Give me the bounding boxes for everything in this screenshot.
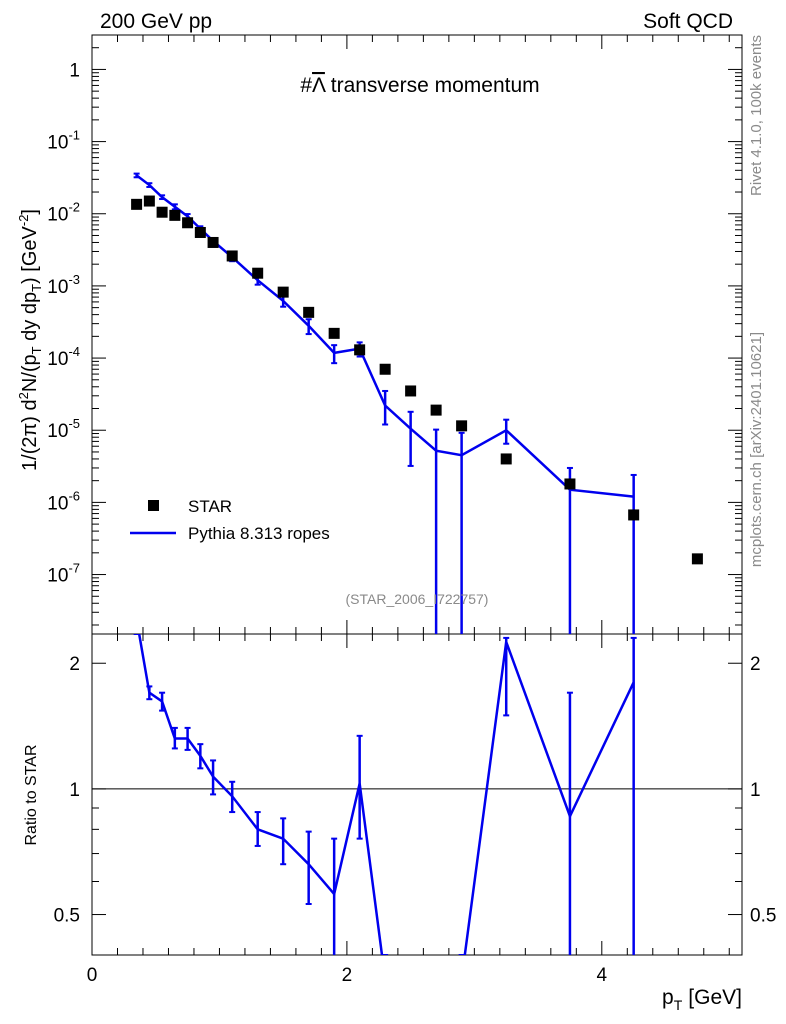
star-point <box>143 195 155 207</box>
y-tick-label: 10-5 <box>47 416 80 442</box>
y-tick-exponent: -4 <box>68 344 80 359</box>
ylabel-part-8: ) [GeV <box>19 225 41 283</box>
y-tick-label: 10-3 <box>47 272 80 298</box>
plot-title: #Λ transverse momentum <box>300 74 539 97</box>
legend-star-marker <box>148 500 159 511</box>
star-point <box>456 420 468 432</box>
y-tick-exponent: -7 <box>68 561 80 576</box>
star-point <box>354 344 366 356</box>
header-left: 200 GeV pp <box>100 10 212 33</box>
y-tick-base: 10 <box>47 421 68 442</box>
rivet-version: Rivet 4.1.0, 100k events <box>748 35 765 196</box>
y-tick-label: 10-7 <box>47 561 80 587</box>
y-tick-label: 1 <box>69 60 80 81</box>
star-point <box>564 478 576 490</box>
ratio-tick-label-right-0.5: 0.5 <box>750 906 776 927</box>
y-tick-exponent: -2 <box>68 200 80 215</box>
ylabel-part-1: π <box>19 423 41 437</box>
ratio-tick-label-2: 2 <box>69 654 80 675</box>
y-tick-labels: 110-110-210-310-410-510-610-7 <box>47 60 80 586</box>
y-axis-label: 1/(2π) d2N/(pT dy dpT) [GeV-2] <box>16 209 44 471</box>
x-tick-label-0: 0 <box>87 965 98 986</box>
star-point <box>207 236 219 248</box>
ylabel-part-5: T <box>29 346 44 354</box>
ylabel-part-9: -2 <box>16 215 31 227</box>
star-point <box>194 226 206 238</box>
xlabel-unit: [GeV] <box>688 986 742 1009</box>
ylabel-part-0: 1/(2 <box>19 437 41 471</box>
y-tick-exponent: -3 <box>68 272 80 287</box>
y-tick-base: 10 <box>47 493 68 514</box>
axis-ticks <box>91 34 742 956</box>
legend-pythia-label: Pythia 8.313 ropes <box>188 524 330 543</box>
star-point <box>691 553 703 565</box>
star-point <box>628 509 640 521</box>
ylabel-part-3: 2 <box>16 392 31 399</box>
ratio-series <box>133 634 637 955</box>
star-point <box>169 209 181 221</box>
ylabel-part-4: N/(p <box>19 354 41 392</box>
ratio-tick-label-right-2: 2 <box>750 654 761 675</box>
ylabel-part-10: ] <box>19 209 41 215</box>
y-tick-label: 10-6 <box>47 488 80 514</box>
main-plot-frame <box>91 34 743 635</box>
title-prefix: # <box>300 74 312 97</box>
ratio-plot-frame <box>91 633 743 956</box>
star-point <box>131 198 143 210</box>
star-point <box>226 250 238 262</box>
y-tick-exponent: -5 <box>68 416 80 431</box>
title-lambda: Λ <box>312 74 326 97</box>
star-point <box>430 404 442 416</box>
star-point <box>328 327 340 339</box>
star-point <box>182 217 194 229</box>
ratio-line <box>137 634 635 955</box>
analysis-id: (STAR_2006_I722757) <box>346 591 489 607</box>
y-tick-exponent: -6 <box>68 488 80 503</box>
x-axis-label: pT [GeV] <box>662 986 742 1013</box>
ratio-tick-label-1: 1 <box>69 780 80 801</box>
x-tick-label-2: 2 <box>342 965 353 986</box>
y-tick-base: 10 <box>47 277 68 298</box>
star-point <box>405 385 417 397</box>
ratio-y-axis-label: Ratio to STAR <box>23 744 40 845</box>
y-tick-base: 10 <box>47 566 68 587</box>
xlabel-main: p <box>662 986 674 1009</box>
ratio-tick-label-0.5: 0.5 <box>54 906 80 927</box>
star-point <box>252 267 264 279</box>
pythia-series <box>133 172 637 634</box>
star-point <box>303 306 315 318</box>
x-tick-label-4: 4 <box>597 965 608 986</box>
y-tick-base: 10 <box>47 205 68 226</box>
ylabel-part-2: ) d <box>19 399 41 422</box>
y-tick-base: 10 <box>47 133 68 154</box>
ylabel-part-7: T <box>29 284 44 292</box>
xlabel-sub: T <box>674 997 683 1013</box>
y-tick-label: 10-2 <box>47 200 80 226</box>
ratio-tick-label-right-1: 1 <box>750 780 761 801</box>
mcplots-credit: mcplots.cern.ch [arXiv:2401.10621] <box>748 332 765 567</box>
y-tick-label: 10-4 <box>47 344 80 370</box>
star-point <box>277 286 289 298</box>
header-right: Soft QCD <box>643 10 733 33</box>
star-point <box>500 453 512 465</box>
star-series <box>131 195 703 565</box>
y-tick-exponent: -1 <box>68 128 80 143</box>
ylabel-part-6: dy dp <box>19 292 41 346</box>
star-point <box>379 363 391 375</box>
y-tick-label: 10-1 <box>47 128 80 154</box>
legend-star-label: STAR <box>188 497 232 516</box>
pythia-line <box>135 174 634 498</box>
title-suffix: transverse momentum <box>325 74 540 97</box>
star-point <box>156 206 168 218</box>
y-tick-base: 10 <box>47 349 68 370</box>
ratio-content <box>133 634 637 955</box>
